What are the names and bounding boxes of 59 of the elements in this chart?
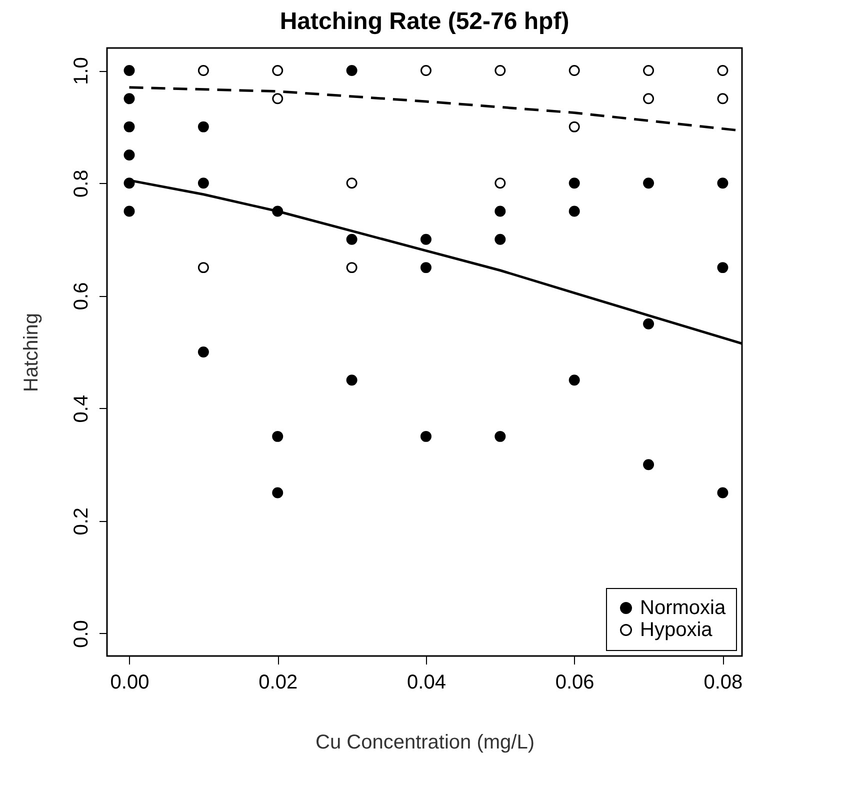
point [420, 65, 432, 76]
point [346, 374, 358, 386]
point [494, 178, 506, 189]
point [346, 234, 358, 245]
point [124, 206, 135, 217]
point [272, 487, 284, 498]
point [346, 178, 358, 189]
point [643, 93, 654, 104]
point [494, 430, 506, 442]
legend-label: Hypoxia [640, 619, 714, 641]
point [568, 178, 580, 189]
point [272, 65, 284, 76]
x-tick-label: 0.02 [258, 672, 298, 694]
y-tick-label: 0.2 [70, 507, 92, 536]
point [198, 65, 209, 76]
point [717, 65, 728, 76]
point [420, 430, 432, 442]
y-tick-label: 0.4 [70, 394, 92, 423]
point [198, 346, 209, 358]
point [568, 121, 580, 132]
point [643, 65, 654, 76]
x-axis-title: Cu Concentration (mg/L) [316, 732, 534, 754]
legend-label: Normoxia [640, 597, 726, 619]
point [568, 374, 580, 386]
x-tick-label: 0.00 [110, 672, 150, 694]
point [346, 262, 358, 274]
point [643, 459, 654, 470]
chart-title: Hatching Rate (52-76 hpf) [280, 8, 570, 35]
point [568, 206, 580, 217]
point [198, 121, 209, 132]
point [717, 262, 728, 274]
point [124, 121, 135, 132]
x-tick-label: 0.06 [555, 672, 594, 694]
point [420, 262, 432, 274]
point [568, 65, 580, 76]
y-tick-label: 0.6 [70, 282, 92, 310]
point [198, 262, 209, 274]
point [643, 318, 654, 330]
point [198, 178, 209, 189]
point [494, 206, 506, 217]
y-tick-label: 0.0 [70, 620, 92, 648]
point [346, 65, 358, 76]
point [494, 234, 506, 245]
point [494, 65, 506, 76]
point [124, 149, 135, 160]
point [717, 487, 728, 498]
point [643, 178, 654, 189]
point [272, 430, 284, 442]
point [124, 65, 135, 76]
y-tick-label: 0.8 [70, 170, 92, 198]
point [124, 93, 135, 104]
y-axis-title: Hatching [20, 313, 42, 392]
x-tick-label: 0.04 [407, 672, 446, 694]
point [272, 93, 284, 104]
x-tick-label: 0.08 [704, 672, 743, 694]
point [420, 234, 432, 245]
point [717, 93, 728, 104]
point [717, 178, 728, 189]
y-tick-label: 1.0 [70, 57, 92, 85]
